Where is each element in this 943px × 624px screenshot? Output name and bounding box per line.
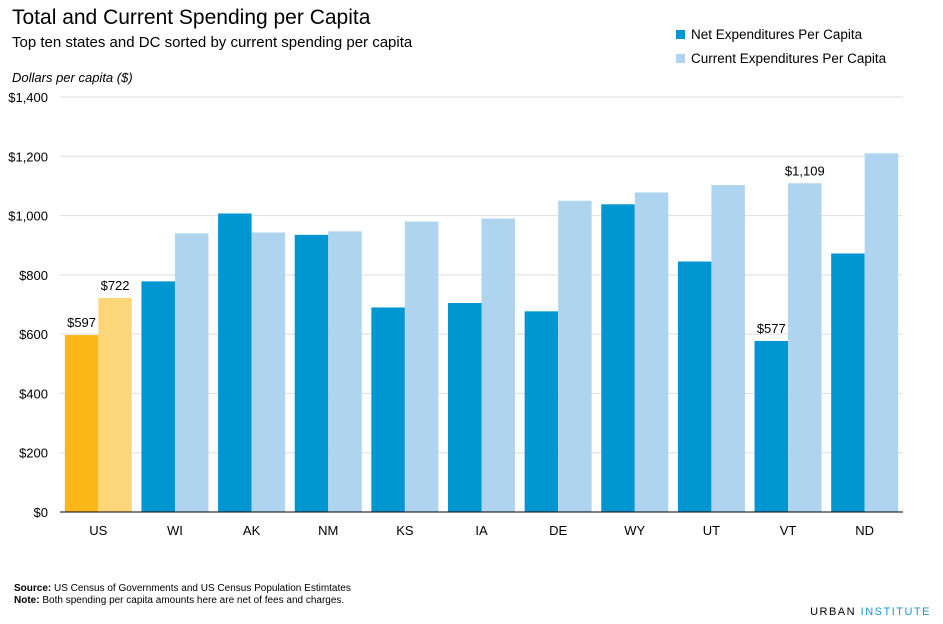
x-tick-label-de: DE xyxy=(549,523,567,538)
y-tick-label-600: $600 xyxy=(19,327,48,342)
chart-subtitle: Top ten states and DC sorted by current … xyxy=(12,34,413,51)
x-tick-label-ut: UT xyxy=(703,523,720,538)
bar-wi-current xyxy=(174,233,209,512)
bar-ks-current xyxy=(404,221,439,512)
bar-vt-net xyxy=(754,340,789,512)
bar-ia-current xyxy=(481,218,515,513)
bar-us-net xyxy=(64,335,99,512)
x-tick-label-wy: WY xyxy=(624,523,645,538)
chart-title: Total and Current Spending per Capita xyxy=(12,6,371,29)
legend: Net Expenditures Per Capita Current Expe… xyxy=(676,22,886,70)
legend-label-current: Current Expenditures Per Capita xyxy=(691,50,887,66)
y-tick-label-0: $0 xyxy=(34,505,48,520)
bar-ak-net xyxy=(218,213,252,512)
source-text: US Census of Governments and US Census P… xyxy=(54,583,351,594)
x-tick-label-nm: NM xyxy=(318,523,338,538)
legend-item-net: Net Expenditures Per Capita xyxy=(676,22,886,46)
x-tick-label-vt: VT xyxy=(780,523,797,538)
legend-item-current: Current Expenditures Per Capita xyxy=(676,46,886,70)
data-label-vt-net: $577 xyxy=(757,321,786,336)
bar-wy-net xyxy=(601,204,635,513)
y-tick-label-1000: $1,000 xyxy=(8,209,48,224)
y-tick-label-800: $800 xyxy=(19,268,48,283)
y-tick-label-1400: $1,400 xyxy=(8,90,48,105)
note-label: Note: xyxy=(14,595,40,606)
y-tick-label-1200: $1,200 xyxy=(8,149,48,164)
x-tick-label-ak: AK xyxy=(243,523,261,538)
legend-swatch-net xyxy=(676,29,685,39)
bar-de-current xyxy=(558,200,592,512)
data-label-vt-current: $1,109 xyxy=(785,163,825,178)
bar-us-current xyxy=(98,297,132,512)
y-tick-label-200: $200 xyxy=(19,446,48,461)
brand-first: URBAN xyxy=(810,606,857,618)
footer: Source: US Census of Governments and US … xyxy=(14,583,351,607)
x-tick-label-us: US xyxy=(89,523,107,538)
x-tick-label-wi: WI xyxy=(167,523,183,538)
brand-second: INSTITUTE xyxy=(860,606,931,618)
bar-de-net xyxy=(524,311,559,512)
bar-wy-current xyxy=(634,192,669,512)
x-tick-label-ia: IA xyxy=(475,523,488,538)
legend-swatch-current xyxy=(676,53,685,63)
x-tick-label-nd: ND xyxy=(855,523,874,538)
bar-wi-net xyxy=(141,281,175,512)
note-line: Note: Both spending per capita amounts h… xyxy=(14,595,351,607)
bar-ks-net xyxy=(371,307,405,512)
source-line: Source: US Census of Governments and US … xyxy=(14,583,351,595)
note-text: Both spending per capita amounts here ar… xyxy=(42,595,345,606)
data-label-us-net: $597 xyxy=(67,315,96,330)
bar-ia-net xyxy=(448,303,482,512)
y-tick-label-400: $400 xyxy=(19,386,48,401)
bar-ak-current xyxy=(251,232,286,513)
bar-nm-current xyxy=(328,231,362,512)
bar-nm-net xyxy=(294,234,329,512)
urban-institute-logo: URBAN INSTITUTE xyxy=(810,606,931,618)
bar-vt-current xyxy=(788,183,822,512)
legend-label-net: Net Expenditures Per Capita xyxy=(691,26,863,42)
source-label: Source: xyxy=(14,583,52,594)
bar-nd-current xyxy=(864,153,899,513)
data-label-us-current: $722 xyxy=(101,278,130,293)
y-axis-label: Dollars per capita ($) xyxy=(12,70,133,85)
bar-ut-current xyxy=(711,185,745,512)
bar-nd-net xyxy=(831,253,865,512)
bar-ut-net xyxy=(677,261,712,512)
x-tick-label-ks: KS xyxy=(396,523,414,538)
